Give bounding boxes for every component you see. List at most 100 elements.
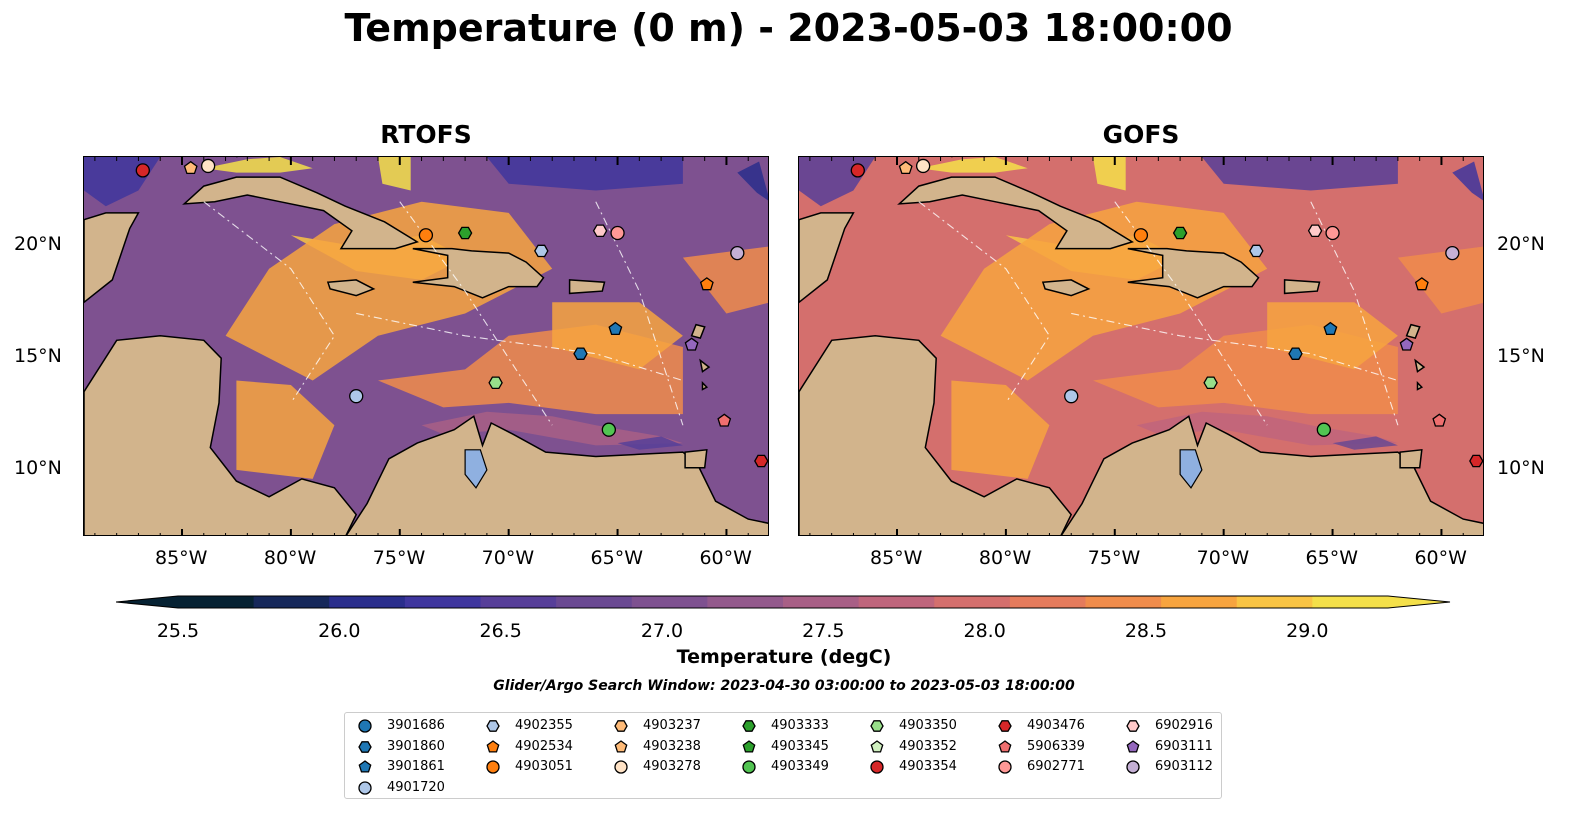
lat-tick-label-left: 10°N [14, 456, 62, 479]
lon-tick-label: 80°W [978, 547, 1032, 569]
legend-label: 3901686 [387, 718, 445, 733]
lon-tick-label: 85°W [155, 547, 208, 569]
colorbar-tick-label: 27.0 [640, 620, 684, 642]
pentagon-marker-icon [1126, 739, 1140, 753]
temperature-map [84, 157, 768, 535]
land-yucatan [799, 212, 855, 304]
legend-label: 4903476 [1027, 718, 1085, 733]
colorbar-segment [1312, 596, 1389, 608]
legend-label: 6903112 [1155, 759, 1213, 774]
land-lesser-antilles-1 [690, 323, 706, 339]
land-south-america [345, 415, 768, 535]
land-central-america [799, 335, 1073, 535]
land-trinidad [684, 448, 708, 469]
legend-label: 4903333 [771, 718, 829, 733]
hexagon-marker-icon [1126, 720, 1140, 732]
colorbar-tick-label: 28.0 [963, 620, 1006, 642]
float-marker-4903476 [754, 454, 768, 468]
land-lesser-antilles-3 [1416, 380, 1424, 391]
temperature-map [799, 157, 1483, 535]
legend-label: 4903237 [643, 718, 701, 733]
float-marker-4903278 [915, 158, 931, 174]
legend-label: 4903350 [899, 718, 957, 733]
float-marker-4903476 [1469, 454, 1483, 468]
float-marker-4903354 [850, 163, 865, 178]
legend-label: 4902534 [515, 738, 573, 754]
legend-label: 3901860 [387, 738, 445, 754]
lat-tick-label-right: 15°N [1497, 345, 1545, 368]
circle-marker-icon [998, 760, 1012, 774]
lon-tick-label: 70°W [481, 547, 535, 569]
land-jamaica [1041, 279, 1091, 297]
legend-label: 4903345 [771, 738, 829, 754]
pentagon-marker-icon [358, 760, 372, 773]
float-marker-3901861 [1323, 321, 1338, 336]
circle-marker-icon [358, 719, 372, 733]
hexagon-marker-icon [870, 720, 884, 732]
land-puerto-rico [568, 279, 606, 295]
lon-tick-label: 75°W [1087, 547, 1141, 569]
float-marker-4903350 [488, 376, 503, 390]
colorbar-segment [1161, 596, 1238, 608]
colorbar-segment [858, 596, 935, 608]
float-marker-6902771 [1325, 225, 1340, 241]
float-marker-4902355 [534, 244, 549, 258]
colorbar-extend-min [116, 596, 178, 608]
float-marker-4902534 [699, 277, 714, 291]
legend-label: 5906339 [1027, 738, 1085, 754]
float-marker-6903111 [1399, 337, 1414, 351]
land-lesser-antilles-2 [699, 358, 711, 373]
figure-title: Temperature (0 m) - 2023-05-03 18:00:00 [344, 6, 1233, 50]
colorbar-tick-label: 28.5 [1124, 620, 1168, 642]
hexagon-marker-icon [614, 720, 628, 732]
lon-tick-label: 70°W [1196, 547, 1250, 569]
colorbar-tick-label: 26.0 [318, 620, 361, 642]
lat-tick-label-left: 20°N [14, 233, 62, 256]
panel-title-rtofs: RTOFS [380, 120, 472, 149]
lon-tick-label: 75°W [372, 547, 426, 569]
float-marker-4903333 [1172, 226, 1188, 240]
colorbar-segment [707, 596, 784, 608]
legend: 3901686 3901860 3901861 4901720 4902355 49025… [344, 712, 1222, 799]
lon-tick-label: 85°W [870, 547, 923, 569]
legend-label: 4903349 [771, 759, 829, 774]
colorbar-tick-label: 25.5 [156, 620, 200, 642]
pentagon-marker-icon [870, 739, 884, 753]
float-marker-4903333 [457, 226, 473, 240]
land-cuba [897, 176, 1135, 250]
float-marker-4903051 [418, 228, 434, 243]
legend-label: 4903354 [899, 759, 957, 774]
float-marker-4903354 [135, 163, 150, 178]
colorbar-segment [783, 596, 860, 608]
colorbar-segment [329, 596, 406, 608]
circle-marker-icon [870, 760, 884, 774]
float-marker-3901860 [573, 347, 588, 360]
float-marker-6902771 [610, 225, 625, 241]
land-lesser-antilles-1 [1405, 323, 1421, 339]
map-rtofs [83, 156, 769, 536]
land-lesser-antilles-3 [701, 380, 709, 391]
circle-marker-icon [1126, 760, 1140, 774]
land-yucatan [84, 212, 140, 304]
float-marker-5906339 [1432, 413, 1447, 427]
colorbar [116, 595, 1451, 609]
colorbar-segment [1085, 596, 1162, 608]
float-marker-6903112 [730, 245, 745, 261]
float-marker-4903051 [1133, 228, 1149, 243]
colorbar-segment [1236, 596, 1313, 608]
land-hispaniola [1127, 247, 1260, 299]
circle-marker-icon [486, 760, 500, 774]
float-marker-3901860 [1288, 347, 1303, 360]
land-puerto-rico [1283, 279, 1321, 295]
pentagon-marker-icon [486, 739, 500, 753]
legend-label: 4901720 [387, 779, 445, 795]
hexagon-marker-icon [998, 720, 1012, 732]
colorbar-segment [178, 596, 255, 608]
colorbar-segment [1009, 596, 1086, 608]
float-marker-5906339 [717, 413, 732, 427]
lon-tick-label: 60°W [1414, 547, 1467, 569]
float-marker-4903238 [183, 160, 198, 175]
lon-tick-label: 65°W [590, 547, 644, 569]
land-cuba [182, 176, 420, 250]
colorbar-segment [934, 596, 1011, 608]
